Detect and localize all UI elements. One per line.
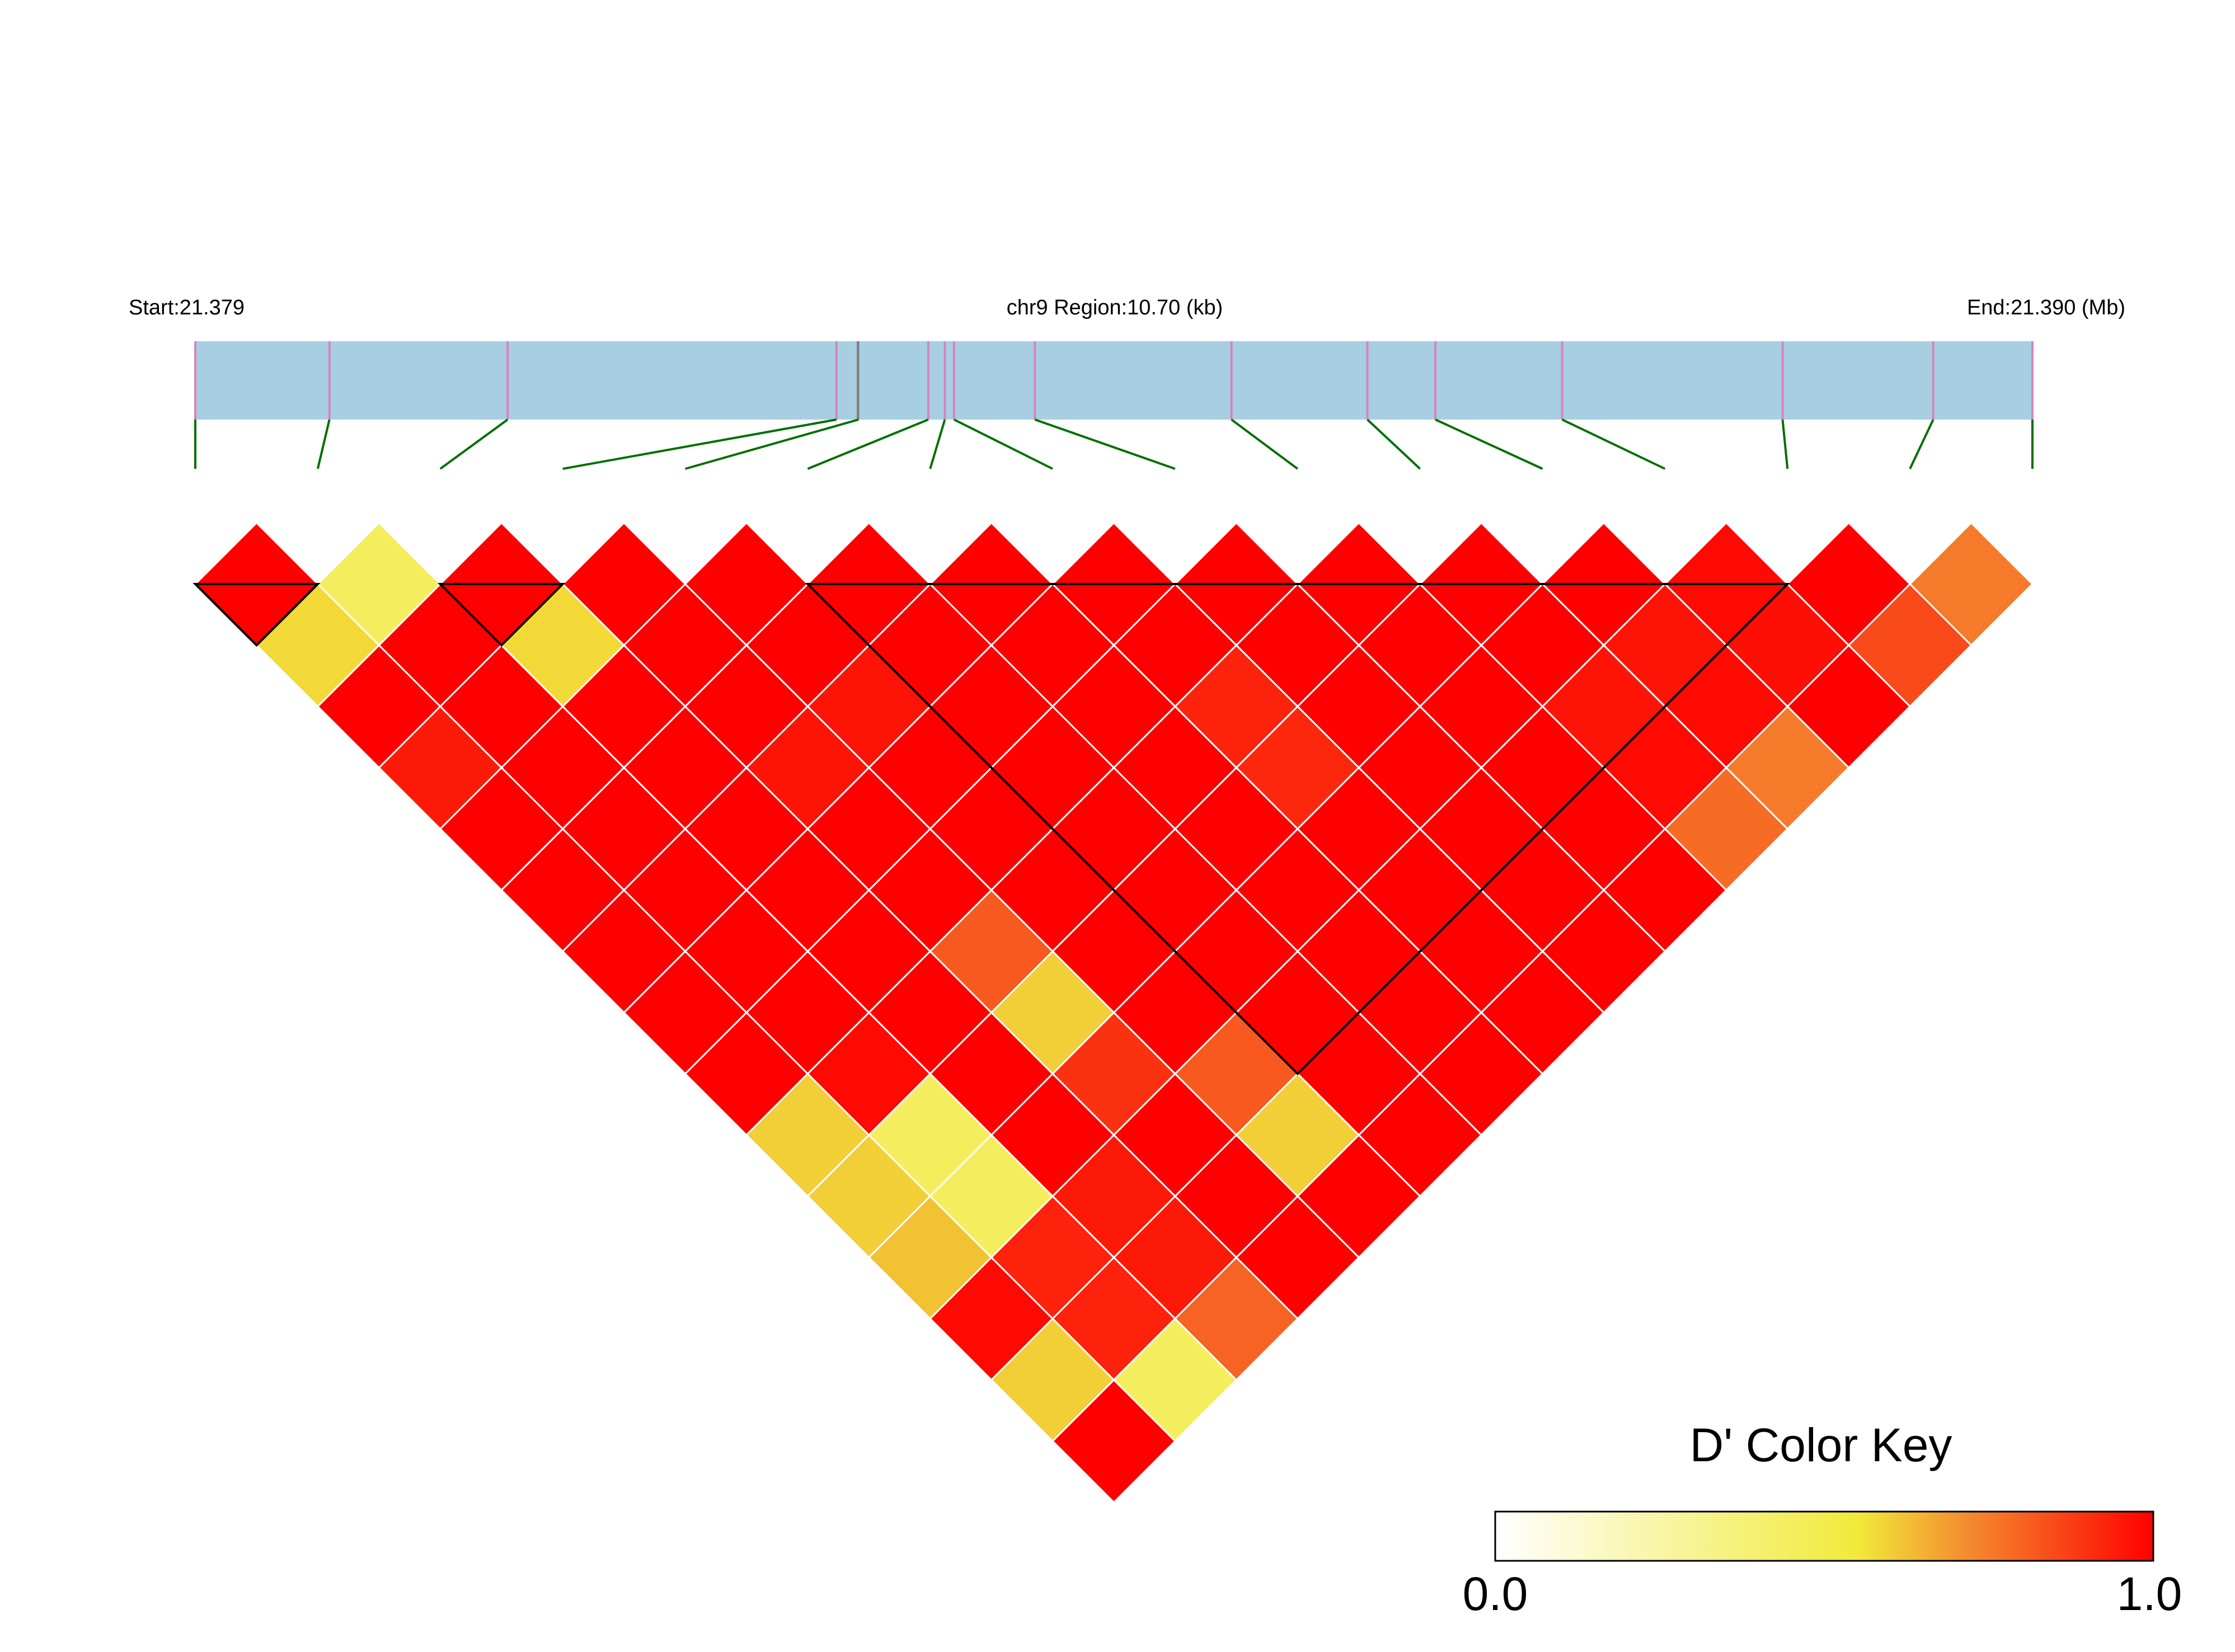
snp-connector-line <box>929 419 946 469</box>
snp-connector-line <box>1781 419 1789 469</box>
region-label: chr9 Region:10.70 (kb) <box>1007 296 1223 319</box>
snp-connector-line <box>684 418 859 470</box>
start-label: Start:21.379 <box>129 296 245 319</box>
snp-connector-line <box>316 419 331 469</box>
haplotype-block-outlines <box>192 583 1791 1076</box>
chromosome-track <box>195 341 2032 420</box>
snp-connectors <box>194 418 2034 470</box>
haplotype-block-outline <box>437 583 566 647</box>
snp-connector-line <box>562 418 837 470</box>
snp-connector-line <box>1231 418 1298 470</box>
color-key-min-label: 0.0 <box>1463 1568 1528 1620</box>
color-key-bar <box>1494 1510 2154 1562</box>
snp-connector-line <box>807 418 929 470</box>
end-label: End:21.390 (Mb) <box>1967 296 2125 319</box>
snp-connector-line <box>439 418 509 470</box>
snp-connector-line <box>1435 418 1543 470</box>
haplotype-block-outline <box>805 583 1791 1076</box>
snp-connector-line <box>1034 418 1176 470</box>
ld-cell <box>1051 1378 1177 1504</box>
snp-connector-line <box>953 418 1053 470</box>
snp-connector-line <box>1367 418 1421 470</box>
snp-connector-line <box>1561 418 1666 470</box>
color-key-title: D' Color Key <box>1690 1419 1952 1471</box>
ld-cells <box>194 521 2034 1504</box>
snp-connector-line <box>1909 419 1935 469</box>
color-key-max-label: 1.0 <box>2117 1568 2182 1620</box>
haplotype-block-outline <box>192 583 321 647</box>
